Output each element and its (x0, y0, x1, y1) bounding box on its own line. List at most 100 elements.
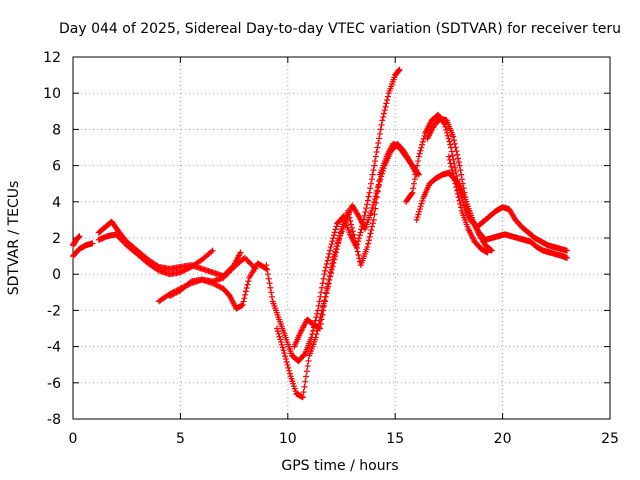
data-point (283, 358, 290, 365)
data-point (362, 208, 369, 215)
data-point (208, 248, 215, 255)
data-point (349, 228, 356, 235)
data-point (456, 197, 463, 204)
data-point (245, 258, 252, 265)
data-point (564, 247, 571, 254)
data-point (353, 245, 360, 252)
data-point (279, 344, 286, 351)
data-point (450, 133, 457, 140)
data-point (380, 165, 387, 172)
x-axis-label: GPS time / hours (281, 458, 398, 474)
data-point (447, 141, 454, 148)
data-point (375, 184, 382, 191)
data-point (376, 130, 383, 137)
data-series (70, 66, 571, 401)
data-point (323, 289, 330, 296)
data-point (244, 281, 251, 288)
data-point (118, 236, 125, 243)
data-point (488, 247, 495, 254)
data-point (173, 289, 180, 296)
data-point (316, 298, 323, 305)
data-point (328, 241, 335, 248)
data-point (89, 240, 96, 247)
axis-ticks: 0 5 10 15 20 25 -8 -6 -4 -2 0 2 4 6 8 10 12 (43, 50, 619, 447)
data-point (318, 289, 325, 296)
data-point (379, 168, 386, 175)
data-point (275, 330, 282, 337)
data-point (414, 214, 421, 221)
y-tick-label: 8 (52, 122, 61, 138)
data-point (327, 244, 334, 251)
data-point (369, 223, 376, 230)
data-point (178, 268, 185, 275)
data-point (443, 126, 450, 133)
data-point (384, 96, 391, 103)
data-point (368, 227, 375, 234)
data-point (355, 251, 362, 258)
x-tick-label: 20 (494, 431, 512, 447)
data-point (365, 237, 372, 244)
chart-title: Day 044 of 2025, Sidereal Day-to-day VTE… (59, 21, 621, 37)
data-point (318, 316, 325, 323)
data-point (331, 251, 338, 258)
data-point (321, 298, 328, 305)
data-point (317, 325, 324, 332)
data-point (166, 292, 173, 299)
data-point (418, 200, 425, 207)
data-point (174, 288, 181, 295)
data-point (376, 135, 383, 142)
data-point (333, 245, 340, 252)
data-point (347, 218, 354, 225)
data-point (454, 151, 461, 158)
data-point (453, 187, 460, 194)
data-point (419, 138, 426, 145)
data-point (370, 199, 377, 206)
data-point (396, 66, 403, 73)
data-point (372, 193, 379, 200)
data-point (363, 205, 370, 212)
data-point (484, 249, 491, 256)
data-point (221, 273, 228, 280)
data-point (372, 153, 379, 160)
data-point (444, 132, 451, 139)
data-point (312, 334, 319, 341)
data-point (274, 328, 281, 335)
data-point (415, 158, 422, 165)
data-point (326, 247, 333, 254)
series-arc-a (70, 240, 96, 260)
data-point (244, 257, 251, 264)
data-point (378, 173, 385, 180)
data-point (315, 302, 322, 309)
y-tick-label: 2 (52, 231, 61, 247)
series-arc-b (70, 233, 83, 249)
series-arc-c (95, 218, 244, 280)
data-point (376, 178, 383, 185)
data-point (408, 190, 415, 197)
data-point (371, 162, 378, 169)
data-point (453, 184, 460, 191)
data-point (321, 271, 328, 278)
data-point (329, 256, 336, 263)
data-point (373, 190, 380, 197)
data-point (116, 235, 123, 242)
data-point (458, 171, 465, 178)
series-arc-f (166, 254, 259, 299)
data-point (329, 260, 336, 267)
data-point (168, 292, 175, 299)
x-tick-label: 5 (176, 431, 185, 447)
data-point (377, 176, 384, 183)
y-tick-label: -6 (47, 376, 61, 392)
y-axis-label: SDTVAR / TECUs (6, 181, 22, 296)
data-point (446, 138, 453, 145)
data-point (223, 272, 230, 279)
data-point (172, 290, 179, 297)
data-point (177, 269, 184, 276)
data-point (334, 240, 341, 247)
data-point (377, 126, 384, 133)
series-arc-n (456, 180, 495, 254)
y-tick-label: 12 (43, 50, 61, 66)
data-point (265, 275, 272, 282)
data-point (449, 152, 456, 159)
series-arc-d (95, 231, 216, 278)
data-point (319, 311, 326, 318)
